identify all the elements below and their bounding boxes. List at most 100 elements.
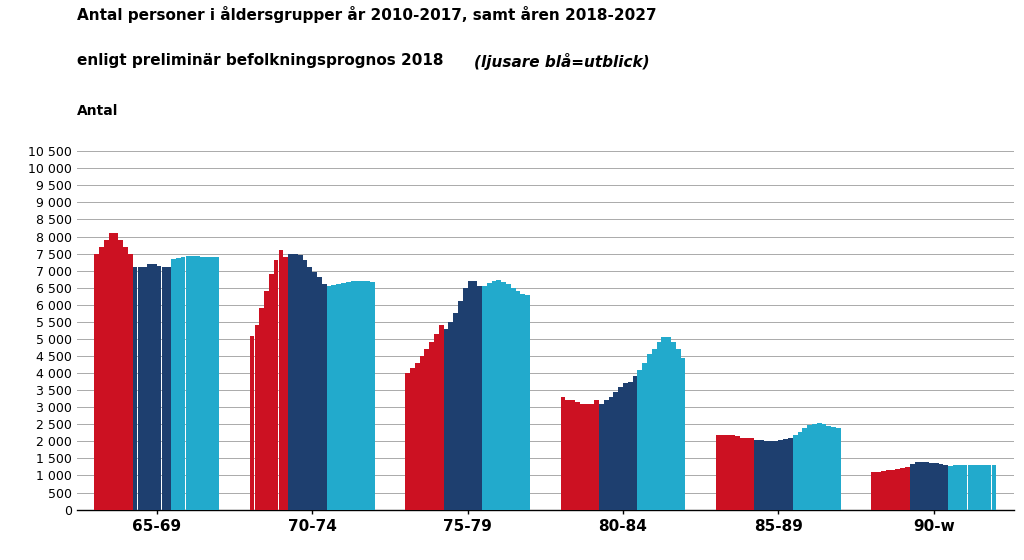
Bar <box>210 257 214 510</box>
Bar <box>410 368 415 510</box>
Bar <box>676 349 681 510</box>
Bar <box>831 427 836 510</box>
Bar <box>119 240 123 510</box>
Bar <box>346 282 350 510</box>
Bar <box>590 404 594 510</box>
Text: enligt preliminär befolkningsprognos 2018: enligt preliminär befolkningsprognos 201… <box>77 53 449 68</box>
Bar <box>594 400 599 510</box>
Bar <box>783 438 788 510</box>
Bar <box>968 465 972 510</box>
Bar <box>157 265 162 510</box>
Bar <box>264 291 269 510</box>
Bar <box>438 325 443 510</box>
Bar <box>293 254 298 510</box>
Bar <box>656 342 662 510</box>
Bar <box>259 308 264 510</box>
Bar <box>458 301 463 510</box>
Bar <box>759 440 764 510</box>
Bar <box>166 267 171 510</box>
Bar <box>99 247 103 510</box>
Bar <box>877 472 881 510</box>
Bar <box>910 464 914 510</box>
Bar <box>604 400 608 510</box>
Bar <box>716 435 721 510</box>
Bar <box>633 376 637 510</box>
Bar <box>778 440 783 510</box>
Bar <box>443 329 449 510</box>
Bar <box>948 465 953 510</box>
Bar <box>973 465 977 510</box>
Bar <box>565 400 570 510</box>
Bar <box>647 354 652 510</box>
Bar <box>420 356 424 510</box>
Bar <box>982 465 987 510</box>
Bar <box>905 467 909 510</box>
Bar <box>472 281 477 510</box>
Bar <box>642 363 647 510</box>
Bar <box>312 272 316 510</box>
Bar <box>750 438 755 510</box>
Bar <box>137 267 142 510</box>
Bar <box>406 373 410 510</box>
Bar <box>817 423 821 510</box>
Bar <box>963 465 968 510</box>
Bar <box>934 463 939 510</box>
Bar <box>613 392 618 510</box>
Bar <box>977 465 982 510</box>
Bar <box>807 425 812 510</box>
Bar <box>570 400 574 510</box>
Bar <box>468 281 472 510</box>
Bar <box>585 404 590 510</box>
Bar <box>162 267 166 510</box>
Bar <box>365 281 370 510</box>
Bar <box>200 256 205 510</box>
Bar <box>525 295 530 510</box>
Bar <box>788 438 793 510</box>
Bar <box>341 283 346 510</box>
Bar <box>147 264 152 510</box>
Bar <box>214 257 219 510</box>
Bar <box>284 257 288 510</box>
Bar <box>681 358 685 510</box>
Bar <box>360 281 365 510</box>
Bar <box>434 334 438 510</box>
Bar <box>477 286 482 510</box>
Bar <box>205 257 210 510</box>
Bar <box>273 260 279 510</box>
Bar <box>424 349 429 510</box>
Bar <box>516 291 520 510</box>
Bar <box>327 286 332 510</box>
Bar <box>336 283 341 510</box>
Bar <box>123 247 128 510</box>
Bar <box>599 404 604 510</box>
Bar <box>735 436 740 510</box>
Bar <box>370 282 375 510</box>
Bar <box>355 281 360 510</box>
Bar <box>152 264 157 510</box>
Bar <box>764 441 769 510</box>
Bar <box>987 465 991 510</box>
Bar <box>190 256 196 510</box>
Bar <box>482 286 486 510</box>
Bar <box>497 280 501 510</box>
Text: Antal personer i åldersgrupper år 2010-2017, samt åren 2018-2027: Antal personer i åldersgrupper år 2010-2… <box>77 6 656 22</box>
Bar <box>726 435 730 510</box>
Bar <box>269 274 273 510</box>
Bar <box>925 462 929 510</box>
Bar <box>250 335 255 510</box>
Bar <box>109 233 114 510</box>
Bar <box>94 254 99 510</box>
Bar <box>608 397 613 510</box>
Bar <box>667 337 671 510</box>
Bar <box>103 240 109 510</box>
Bar <box>871 472 877 510</box>
Bar <box>181 257 185 510</box>
Bar <box>288 254 293 510</box>
Bar <box>891 470 895 510</box>
Bar <box>185 256 190 510</box>
Text: (ljusare blå=utblick): (ljusare blå=utblick) <box>474 53 650 70</box>
Bar <box>953 465 957 510</box>
Bar <box>511 288 515 510</box>
Bar <box>142 267 147 510</box>
Bar <box>501 282 506 510</box>
